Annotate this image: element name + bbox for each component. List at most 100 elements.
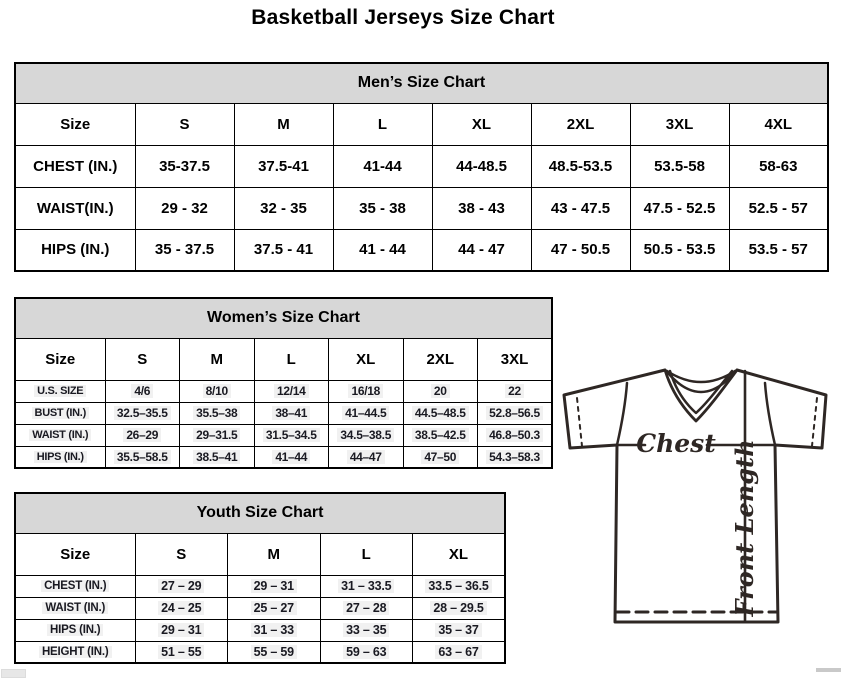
- cell-value-text: 32 - 35: [260, 199, 307, 217]
- mens_chart-col-2xl: 2XL: [530, 102, 631, 146]
- right-cuff-dashed-line: [811, 397, 818, 447]
- womens_chart-cell: 16/18: [328, 379, 404, 403]
- mens_chart-cell: 47.5 - 52.5: [629, 186, 730, 230]
- cell-value-text: 4/6: [131, 384, 154, 398]
- mens_chart-cell: 35 - 37.5: [134, 228, 235, 272]
- womens_chart-cell: 54.3–58.3: [477, 445, 553, 469]
- womens_chart-cell: 22: [477, 379, 553, 403]
- row-label-text: U.S. SIZE: [34, 385, 87, 397]
- cell-value-text: 38.5–42.5: [411, 428, 469, 442]
- left-cuff-dashed-line: [576, 397, 583, 447]
- mens_chart-cell: 41-44: [332, 144, 433, 188]
- cell-value-text: 38 - 43: [458, 199, 505, 217]
- mens_chart-cell: 48.5-53.5: [530, 144, 631, 188]
- cell-value-text: 47–50: [421, 449, 460, 464]
- youth_chart-cell: 25 – 27: [227, 596, 321, 620]
- womens_chart-cell: 32.5–35.5: [104, 401, 180, 425]
- youth_chart-row-label: HEIGHT (IN.): [14, 640, 136, 664]
- youth_chart-cell: 24 – 25: [134, 596, 228, 620]
- cell-value-text: 54.3–58.3: [486, 449, 543, 464]
- youth_chart-cell: 55 – 59: [227, 640, 321, 664]
- womens_chart-cell: 38–41: [253, 401, 329, 425]
- cell-value-text: 35 – 37: [435, 623, 482, 637]
- womens_chart-row: WAIST (IN.) 26–29 29–31.5 31.5–34.5 34.5–38.…: [14, 423, 553, 447]
- cell-value-text: 44-48.5: [456, 157, 507, 175]
- youth-size-table: Youth Size Chart Size S M L XL CHEST (IN.) 27 –…: [14, 492, 506, 664]
- womens_chart-row-label: U.S. SIZE: [14, 379, 106, 403]
- womens_chart-cell: 8/10: [179, 379, 255, 403]
- womens_chart-col-2xl: 2XL: [402, 337, 478, 381]
- womens_chart-cell: 41–44: [253, 445, 329, 469]
- youth_chart-cell: 35 – 37: [412, 618, 506, 642]
- row-label-text: CHEST (IN.): [33, 157, 118, 175]
- womens_chart-row: U.S. SIZE 4/6 8/10 12/14 16/18 20 22: [14, 379, 553, 403]
- mens_chart-cell: 53.5 - 57: [728, 228, 829, 272]
- cell-value-text: 35.5–38: [193, 406, 241, 420]
- womens_chart-cell: 29–31.5: [179, 423, 255, 447]
- cell-value-text: 38.5–41: [193, 449, 241, 464]
- mens_chart-cell: 35-37.5: [134, 144, 235, 188]
- mens_chart-cell: 43 - 47.5: [530, 186, 631, 230]
- collar-back-curve-2: [666, 371, 736, 394]
- cell-value-text: 59 – 63: [343, 644, 390, 659]
- right-armhole-seam: [763, 381, 777, 447]
- row-label-text: CHEST (IN.): [41, 580, 110, 592]
- cell-value-text: 35 - 38: [359, 199, 406, 217]
- youth_chart-col-m: M: [227, 532, 321, 576]
- womens_chart-cell: 35.5–38: [179, 401, 255, 425]
- cell-value-text: 32.5–35.5: [113, 406, 171, 420]
- womens_chart-cell: 31.5–34.5: [253, 423, 329, 447]
- cell-value-text: 29 – 31: [250, 579, 297, 593]
- mens-size-table: Men’s Size Chart Size S M L XL 2XL 3XL 4XL CHEST …: [14, 62, 829, 272]
- row-label-text: HIPS (IN.): [41, 241, 110, 259]
- cell-value-text: 52.8–56.5: [486, 406, 543, 420]
- cell-value-text: 33.5 – 36.5: [425, 579, 492, 593]
- cell-value-text: 44 - 47: [458, 241, 505, 259]
- mens_chart-col-xl: XL: [431, 102, 532, 146]
- cell-value-text: 58-63: [759, 157, 798, 175]
- mens_chart-row: WAIST(IN.) 29 - 32 32 - 35 35 - 38 38 - 43 43…: [14, 186, 829, 230]
- cell-value-text: 47.5 - 52.5: [643, 199, 716, 217]
- mens_chart-cell: 47 - 50.5: [530, 228, 631, 272]
- womens_chart-col-3xl: 3XL: [477, 337, 553, 381]
- womens_chart-col-m: M: [179, 337, 255, 381]
- mens_chart-row-label: CHEST (IN.): [14, 144, 136, 188]
- womens_chart-cell: 52.8–56.5: [477, 401, 553, 425]
- mens_chart-cell: 44 - 47: [431, 228, 532, 272]
- youth_chart-cell: 33.5 – 36.5: [412, 574, 506, 598]
- womens_chart-band-title: Women’s Size Chart: [14, 297, 553, 339]
- cell-value-text: 41 - 44: [359, 241, 406, 259]
- womens_chart-cell: 38.5–42.5: [402, 423, 478, 447]
- youth_chart-row: CHEST (IN.) 27 – 29 29 – 31 31 – 33.5 33.5 –…: [14, 574, 506, 598]
- cell-value-text: 31 – 33: [250, 623, 297, 637]
- mens_chart-col-4xl: 4XL: [728, 102, 829, 146]
- cell-value-text: 53.5 - 57: [748, 241, 808, 259]
- mens_chart-col-l: L: [332, 102, 433, 146]
- collar-inner-v: [668, 369, 734, 415]
- youth_chart-cell: 63 – 67: [412, 640, 506, 664]
- youth_chart-cell: 27 – 29: [134, 574, 228, 598]
- mens_chart-cell: 58-63: [728, 144, 829, 188]
- youth_chart-cell: 31 – 33: [227, 618, 321, 642]
- womens_chart-col-size: Size: [14, 337, 106, 381]
- cell-value-text: 46.8–50.3: [486, 428, 543, 442]
- womens_chart-cell: 12/14: [253, 379, 329, 403]
- womens-size-table: Women’s Size Chart Size S M L XL 2XL 3XL U.S. SI…: [14, 297, 553, 469]
- womens_chart-col-s: S: [104, 337, 180, 381]
- cell-value-text: 43 - 47.5: [550, 199, 611, 217]
- cell-value-text: 55 – 59: [250, 644, 297, 659]
- cell-value-text: 25 – 27: [250, 601, 297, 615]
- youth_chart-row: HIPS (IN.) 29 – 31 31 – 33 33 – 35 35 – 37: [14, 618, 506, 642]
- youth_chart-cell: 28 – 29.5: [412, 596, 506, 620]
- cell-value-text: 31.5–34.5: [262, 428, 320, 442]
- youth_chart-cell: 59 – 63: [319, 640, 413, 664]
- front-length-label: Front Length: [730, 439, 759, 617]
- womens_chart-cell: 46.8–50.3: [477, 423, 553, 447]
- youth_chart-col-size: Size: [14, 532, 136, 576]
- mens_chart-cell: 53.5-58: [629, 144, 730, 188]
- cell-value-text: 41-44: [363, 157, 402, 175]
- mens_chart-cell: 52.5 - 57: [728, 186, 829, 230]
- womens_chart-cell: 26–29: [104, 423, 180, 447]
- womens_chart-cell: 44.5–48.5: [402, 401, 478, 425]
